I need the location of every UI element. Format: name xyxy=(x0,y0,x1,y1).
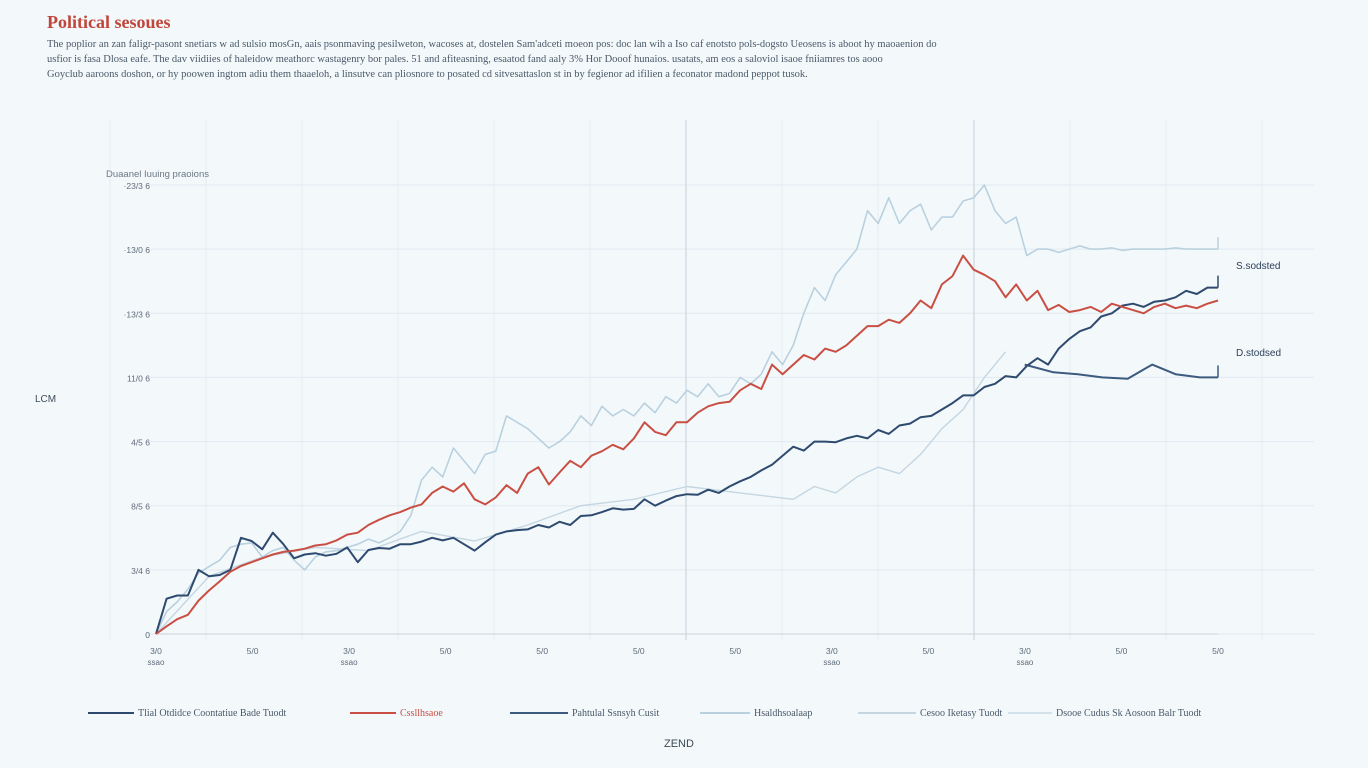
series-line xyxy=(1024,363,1218,380)
y-axis-ticks: 0 3/4 6 8/5 6 4/5 6 11/0 6 ·13/3 6 ·13/0 6 ·23/… xyxy=(124,181,151,640)
legend-label: Dsooe Cudus Sk Aosoon Balr Tuodt xyxy=(1056,707,1202,719)
y-tick-label: 4/5 6 xyxy=(131,438,150,448)
end-label-lower: D.stodsed xyxy=(1236,348,1281,359)
legend-swatch xyxy=(700,712,750,714)
x-axis-ticks: 3/0 ssao 5/0 3/0 ssao 5/0 5/0 5/0 5/0 3/0 ssao 5/0 3… xyxy=(148,646,1225,667)
series-line xyxy=(155,254,1219,635)
legend-label: Pahtulal Ssnsyh Cusit xyxy=(572,707,660,719)
legend-item: Dsooe Cudus Sk Aosoon Balr Tuodt xyxy=(1008,705,1201,721)
y-tick-label: 8/5 6 xyxy=(131,502,150,512)
legend-swatch xyxy=(510,712,568,714)
legend-item: Tlial Otdidce Coontatiue Bade Tuodt xyxy=(88,705,286,721)
y-tick-label: 11/0 6 xyxy=(127,373,150,383)
legend-swatch xyxy=(350,712,396,714)
x-tick-label: 5/0 xyxy=(922,646,934,656)
x-tick-sublabel: ssao xyxy=(341,658,358,667)
series-line xyxy=(155,351,1007,635)
chart-grid xyxy=(109,120,1314,640)
chart-legend: Tlial Otdidce Coontatiue Bade Tuodt Cssl… xyxy=(88,705,1238,721)
legend-item: Cssllhsaoe xyxy=(350,705,443,721)
y-tick-label: ·23/3 6 xyxy=(124,181,151,191)
legend-label: Cesoo Iketasy Tuodt xyxy=(920,707,1003,719)
legend-swatch xyxy=(1008,712,1052,714)
y-tick-label: ·13/3 6 xyxy=(124,309,151,319)
x-tick-label: 5/0 xyxy=(536,646,548,656)
x-tick-label: 5/0 xyxy=(633,646,645,656)
legend-item: Hsaldhsoalaap xyxy=(700,705,812,721)
x-axis-label: ZEND xyxy=(664,738,694,750)
x-tick-label: 5/0 xyxy=(1116,646,1128,656)
series-line xyxy=(155,184,1218,635)
legend-label: Hsaldhsoalaap xyxy=(754,707,813,719)
end-label-upper: S.sodsted xyxy=(1236,261,1280,272)
x-tick-label: 5/0 xyxy=(1212,646,1224,656)
x-tick-sublabel: ssao xyxy=(148,658,165,667)
series-line xyxy=(155,286,1218,635)
x-tick-label: 5/0 xyxy=(440,646,452,656)
x-tick-label: 5/0 xyxy=(247,646,259,656)
legend-item: Pahtulal Ssnsyh Cusit xyxy=(510,705,659,721)
chart-description: The poplior an zan faligr-pasont snetiar… xyxy=(47,37,1247,82)
x-tick-label: 5/0 xyxy=(729,646,741,656)
y-tick-label: ·13/0 6 xyxy=(124,245,151,255)
description-line: The poplior an zan faligr-pasont snetiar… xyxy=(47,39,937,50)
x-tick-label: 3/0 xyxy=(150,646,162,656)
y-tick-label: 3/4 6 xyxy=(131,566,150,576)
description-line: Goyclub aaroons doshon, or hy poowen ing… xyxy=(47,69,808,80)
description-line: usfior is fasa Dlosa eafe. The dav viidi… xyxy=(47,54,883,65)
x-tick-label: 3/0 xyxy=(343,646,355,656)
x-tick-label: 3/0 xyxy=(1019,646,1031,656)
x-tick-sublabel: ssao xyxy=(823,658,840,667)
legend-label: Cssllhsaoe xyxy=(400,707,443,719)
x-tick-label: 3/0 xyxy=(826,646,838,656)
chart-subtitle: Duaanel Iuuing praoions xyxy=(106,169,209,180)
y-tick-label: 0 xyxy=(145,630,150,640)
y-axis-label: LCM xyxy=(35,394,56,405)
page-title: Political sesoues xyxy=(47,12,171,32)
legend-item: Cesoo Iketasy Tuodt xyxy=(858,705,1002,721)
legend-swatch xyxy=(88,712,134,714)
legend-swatch xyxy=(858,712,916,714)
legend-label: Tlial Otdidce Coontatiue Bade Tuodt xyxy=(138,707,287,719)
chart-series xyxy=(155,184,1219,635)
x-tick-sublabel: ssao xyxy=(1016,658,1033,667)
